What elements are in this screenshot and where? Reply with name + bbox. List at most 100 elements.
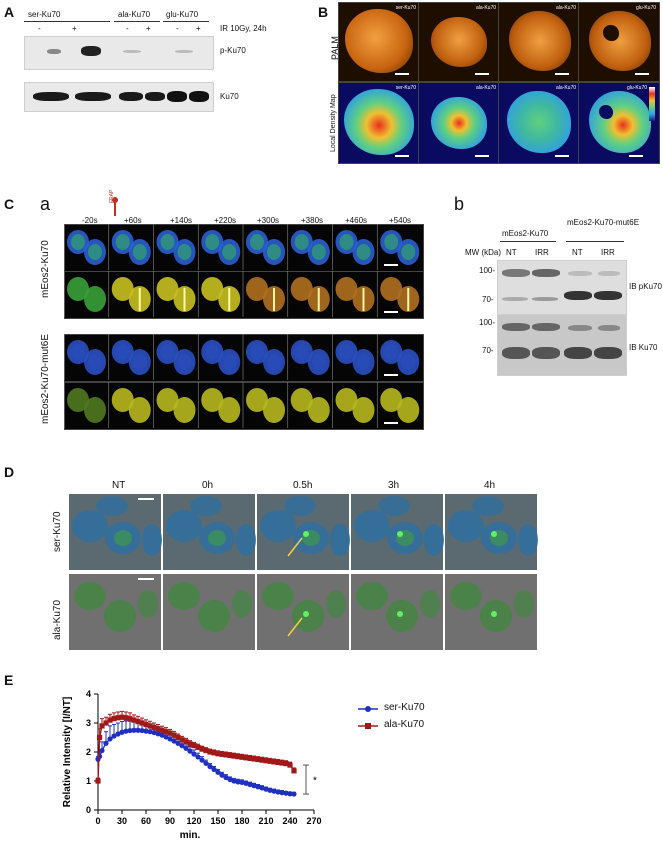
x-axis-label: min. bbox=[180, 830, 201, 841]
x-tick-label: 270 bbox=[306, 816, 321, 826]
timepoint-label: 4h bbox=[484, 480, 496, 491]
tile-label: ser-Ku70 bbox=[395, 85, 416, 91]
data-point bbox=[207, 763, 213, 770]
blot-band bbox=[123, 50, 141, 53]
panel-b-letter: B bbox=[318, 4, 329, 20]
tile-label: ala-Ku70 bbox=[555, 85, 576, 91]
nucleolus bbox=[603, 25, 619, 41]
damage-arrow bbox=[287, 617, 303, 637]
data-point bbox=[135, 727, 141, 733]
data-point bbox=[179, 737, 185, 743]
scale-bar bbox=[635, 73, 649, 75]
cell-nucleus bbox=[284, 496, 316, 516]
blot-band bbox=[598, 271, 620, 276]
data-point bbox=[211, 750, 217, 756]
cell-nucleus bbox=[260, 510, 296, 542]
cell-nucleus bbox=[514, 590, 534, 618]
y-tick-label: 0 bbox=[86, 805, 91, 815]
cell-nucleus bbox=[156, 388, 179, 412]
cell-nucleus bbox=[424, 524, 444, 556]
data-point bbox=[163, 734, 169, 740]
cell-nucleus bbox=[111, 388, 134, 412]
data-point bbox=[263, 786, 269, 792]
data-point bbox=[191, 743, 197, 749]
timepoint-label: 3h bbox=[388, 480, 400, 491]
mw-mark: 70- bbox=[482, 346, 494, 355]
scale-bar bbox=[555, 155, 569, 157]
data-point bbox=[167, 736, 173, 742]
nuclear-signal bbox=[177, 244, 192, 260]
data-point bbox=[271, 788, 277, 794]
x-tick-label: 180 bbox=[234, 816, 249, 826]
cell-nucleus bbox=[354, 510, 390, 542]
data-point bbox=[291, 791, 297, 797]
data-point bbox=[155, 726, 161, 732]
scale-bar bbox=[138, 578, 154, 580]
cell-nucleus bbox=[96, 496, 128, 516]
cell-nucleus bbox=[74, 582, 106, 610]
live-imaging-grid bbox=[69, 494, 538, 650]
data-point bbox=[247, 781, 253, 788]
panel-d-letter: D bbox=[4, 464, 15, 480]
nuclear-signal bbox=[250, 344, 264, 360]
data-point bbox=[275, 759, 281, 766]
data-point bbox=[267, 758, 273, 764]
chart-legend: ser-Ku70 ala-Ku70 bbox=[356, 702, 466, 743]
data-point bbox=[279, 760, 285, 766]
timepoint-label: +460s bbox=[345, 216, 368, 225]
cell-nucleus bbox=[67, 277, 89, 301]
cell-nucleus bbox=[201, 277, 224, 301]
cell-nucleus bbox=[138, 590, 158, 618]
repair-focus bbox=[397, 531, 403, 537]
nuclear-signal bbox=[311, 354, 326, 370]
sign: + bbox=[146, 24, 151, 33]
nuclear-signal bbox=[339, 344, 354, 360]
nuclear-signal bbox=[294, 234, 309, 250]
data-point bbox=[171, 732, 177, 738]
timepoint-label: +380s bbox=[301, 216, 324, 225]
blot-band bbox=[81, 46, 101, 56]
data-point bbox=[111, 716, 117, 722]
timepoint-label: +60s bbox=[124, 216, 142, 225]
data-point bbox=[191, 751, 197, 757]
palm-tile-1: ser-Ku70 bbox=[338, 2, 420, 82]
nucleolus bbox=[599, 105, 613, 119]
nuclear-signal bbox=[71, 234, 85, 250]
cell-nucleus bbox=[173, 397, 196, 423]
data-point bbox=[131, 727, 137, 733]
cell-nucleus bbox=[420, 590, 440, 618]
color-scale-bar bbox=[649, 87, 655, 121]
nucleus bbox=[431, 17, 487, 67]
data-point bbox=[219, 772, 225, 778]
cell-nucleus bbox=[236, 524, 256, 556]
data-point bbox=[195, 744, 201, 750]
data-point bbox=[283, 790, 289, 796]
nuclear-signal bbox=[208, 530, 226, 546]
cell-nucleus bbox=[335, 388, 358, 412]
blot-band bbox=[564, 347, 592, 359]
row-label-ala: ala-Ku70 bbox=[52, 599, 63, 640]
nuclear-signal bbox=[160, 344, 175, 360]
cell-nucleus bbox=[166, 510, 202, 542]
blot-pku70 bbox=[24, 36, 214, 70]
cell-nucleus bbox=[104, 600, 136, 632]
data-point bbox=[239, 779, 245, 786]
blot-band bbox=[568, 271, 592, 276]
data-point bbox=[211, 766, 217, 772]
data-point bbox=[251, 756, 257, 762]
nucleus bbox=[507, 91, 571, 153]
data-point bbox=[175, 734, 181, 741]
blot-band bbox=[167, 91, 187, 102]
blot-band bbox=[175, 50, 193, 53]
x-tick-label: 120 bbox=[186, 816, 201, 826]
nuclear-signal bbox=[250, 234, 264, 250]
mw-mark: 100- bbox=[479, 266, 496, 275]
data-point bbox=[159, 732, 165, 738]
nuclear-signal bbox=[115, 344, 130, 360]
cell-nucleus bbox=[450, 582, 482, 610]
nuclear-signal bbox=[356, 354, 371, 370]
data-point bbox=[115, 731, 121, 737]
tile-label: glu-Ku70 bbox=[626, 85, 647, 91]
cell-nucleus bbox=[142, 524, 162, 556]
panel-e-letter: E bbox=[4, 672, 14, 688]
